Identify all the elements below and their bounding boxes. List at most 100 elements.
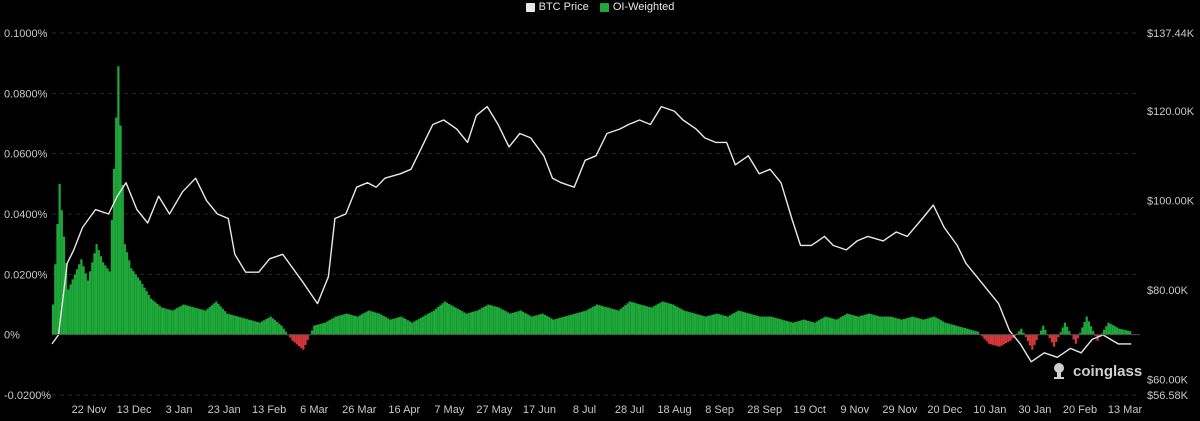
oi-weighted-bar: [1042, 325, 1045, 335]
oi-weighted-bar: [91, 262, 94, 335]
legend-label-btc-price: BTC Price: [538, 1, 589, 13]
oi-weighted-bar: [983, 334, 986, 339]
x-tick-label: 28 Jul: [615, 404, 644, 416]
x-tick-label: 29 Nov: [882, 404, 917, 416]
oi-weighted-bar: [1066, 326, 1069, 335]
legend-item-oi-weighted[interactable]: OI-Weighted: [599, 1, 674, 13]
legend-item-btc-price[interactable]: BTC Price: [525, 1, 589, 13]
x-tick-label: 18 Aug: [657, 404, 691, 416]
oi-weighted-bar: [267, 317, 270, 335]
oi-weighted-bar: [115, 117, 118, 335]
oi-weighted-bar: [689, 312, 692, 335]
oi-weighted-bar: [726, 316, 729, 335]
oi-weighted-bar: [826, 317, 829, 335]
oi-weighted-bar: [1089, 326, 1093, 335]
oi-weighted-bar: [737, 310, 740, 335]
oi-weighted-bar: [1000, 334, 1003, 346]
oi-weighted-bar: [315, 325, 318, 335]
oi-weighted-bar: [371, 311, 375, 335]
oi-weighted-bar: [1122, 329, 1125, 335]
oi-weighted-bar: [1061, 327, 1064, 335]
oi-weighted-bar: [1059, 332, 1062, 335]
oi-weighted-bar: [902, 318, 906, 335]
oi-weighted-bar: [1072, 334, 1075, 340]
oi-weighted-bar: [1100, 333, 1104, 335]
oi-weighted-bar: [535, 315, 538, 335]
oi-weighted-bar: [617, 310, 620, 335]
oi-weighted-bar: [173, 309, 177, 335]
oi-weighted-bar: [898, 318, 901, 335]
oi-weighted-bar: [789, 321, 792, 335]
oi-weighted-bar: [82, 266, 85, 335]
left-tick-label: 0%: [4, 330, 20, 342]
oi-weighted-bar: [56, 224, 59, 335]
oi-weighted-bar: [469, 312, 472, 335]
oi-weighted-bar: [992, 334, 995, 345]
x-tick-label: 8 Jul: [573, 404, 596, 416]
oi-weighted-bar: [413, 321, 416, 335]
oi-weighted-bar: [1124, 330, 1127, 335]
oi-weighted-bar: [957, 326, 960, 335]
oi-weighted-bar: [704, 316, 707, 335]
oi-weighted-bar: [894, 317, 897, 335]
oi-weighted-bar: [794, 321, 797, 335]
oi-weighted-bar: [387, 318, 390, 335]
x-tick-label: 8 Sep: [705, 404, 734, 416]
oi-weighted-bar: [739, 311, 742, 335]
oi-weighted-bar: [711, 314, 714, 335]
oi-weighted-bar: [844, 314, 847, 335]
x-tick-label: 26 Mar: [342, 404, 377, 416]
oi-weighted-bar: [870, 314, 873, 335]
left-tick-label: 0.0600%: [4, 149, 48, 161]
oi-weighted-bar: [165, 308, 168, 335]
oi-weighted-bar: [326, 321, 329, 335]
oi-weighted-bar: [80, 259, 83, 335]
oi-weighted-bar: [160, 307, 163, 335]
oi-weighted-bar: [593, 305, 597, 335]
oi-weighted-bar: [112, 168, 116, 335]
oi-weighted-bar: [393, 318, 396, 335]
coinglass-watermark: coinglass: [1050, 362, 1142, 380]
oi-weighted-bar: [859, 315, 862, 335]
oi-weighted-bar: [572, 314, 575, 335]
oi-weighted-bar: [933, 316, 936, 335]
oi-weighted-bar: [561, 317, 564, 335]
oi-weighted-bar: [54, 264, 57, 335]
oi-weighted-bar: [104, 265, 107, 335]
oi-weighted-bar: [952, 325, 956, 335]
oi-weighted-bar: [656, 303, 660, 335]
oi-weighted-bar: [1031, 334, 1034, 350]
oi-weighted-bar: [848, 314, 851, 335]
oi-weighted-bar: [508, 313, 512, 335]
left-tick-label: -0.0200%: [4, 390, 51, 402]
oi-weighted-bar: [885, 316, 888, 335]
oi-weighted-bar: [585, 310, 588, 335]
oi-weighted-bar: [347, 314, 351, 335]
oi-weighted-bar: [158, 305, 161, 335]
oi-weighted-bar: [680, 309, 684, 335]
oi-weighted-bar: [284, 331, 288, 335]
oi-weighted-bar: [683, 310, 686, 335]
oi-weighted-bar: [994, 334, 997, 346]
oi-weighted-bar: [500, 308, 503, 335]
oi-weighted-bar: [1024, 334, 1027, 338]
oi-weighted-bar: [539, 314, 542, 335]
oi-weighted-bar: [785, 320, 788, 335]
oi-weighted-bar: [776, 318, 779, 335]
oi-weighted-bar: [495, 306, 499, 335]
oi-weighted-bar: [619, 308, 623, 335]
oi-weighted-bar: [609, 308, 612, 335]
oi-weighted-bar: [1113, 326, 1117, 335]
oi-weighted-bar: [434, 308, 438, 335]
oi-weighted-bar: [715, 313, 718, 335]
x-tick-label: 30 Jan: [1018, 404, 1051, 416]
oi-weighted-bar: [321, 323, 325, 335]
oi-weighted-bar: [417, 318, 420, 335]
oi-weighted-bar: [1005, 334, 1008, 344]
oi-weighted-bar: [60, 210, 63, 335]
oi-weighted-bar: [119, 125, 122, 335]
x-tick-label: 13 Feb: [252, 404, 286, 416]
oi-weighted-bar: [972, 330, 975, 335]
oi-weighted-bar: [809, 321, 812, 335]
oi-weighted-bar: [578, 312, 581, 335]
